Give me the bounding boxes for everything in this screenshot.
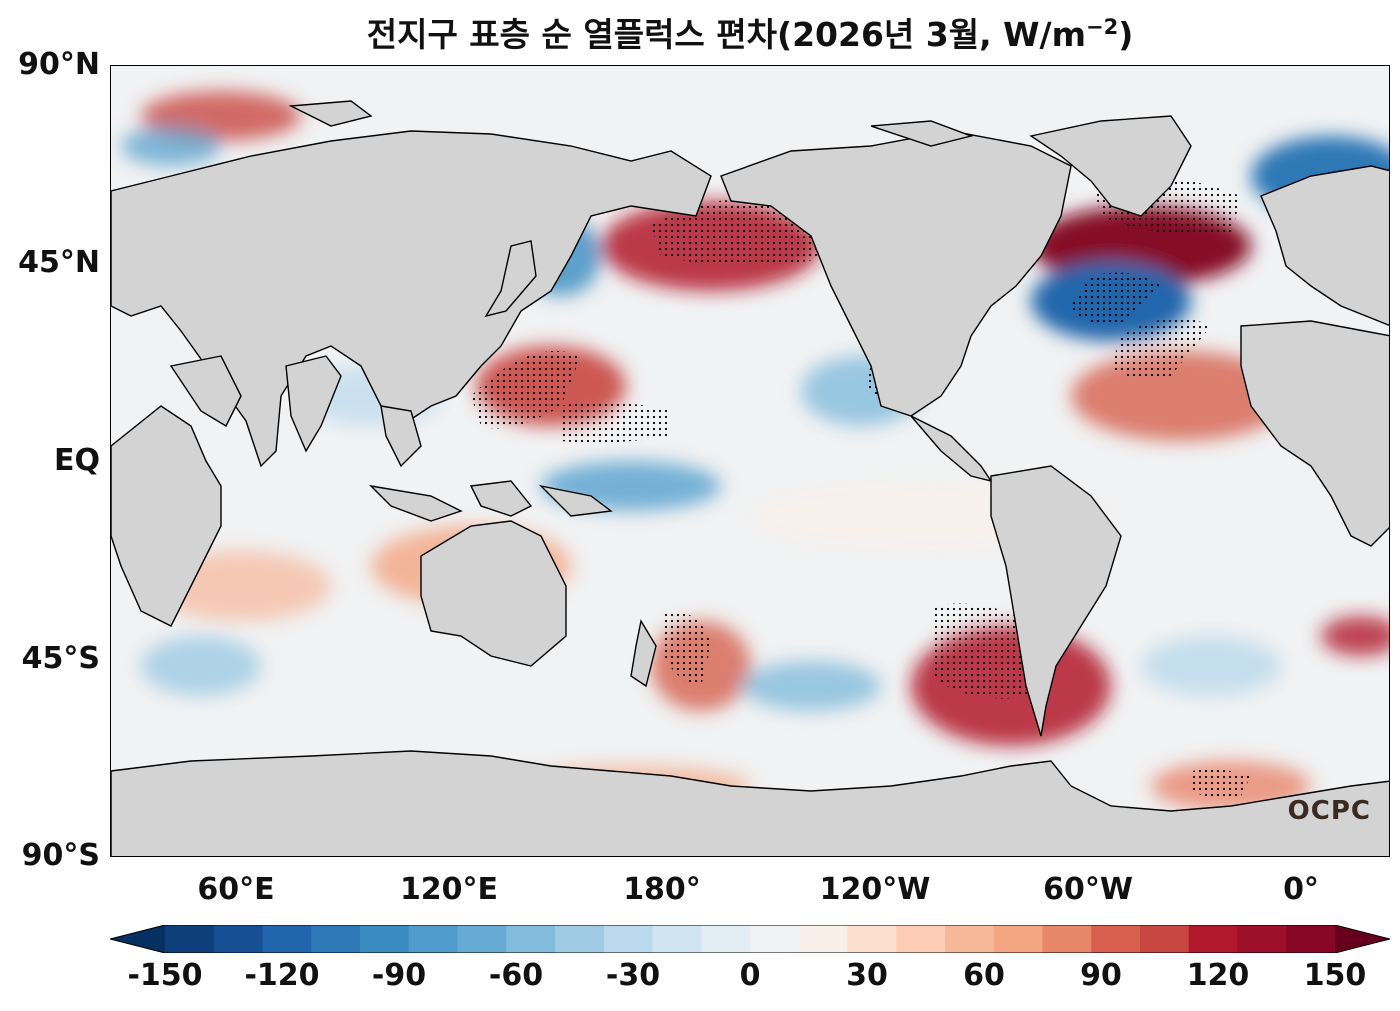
colorbar-segment [603, 925, 654, 953]
colorbar-segment [311, 925, 361, 953]
lon-label-0: 0° [1283, 872, 1319, 907]
colorbar-tick-label: -30 [605, 958, 661, 993]
colorbar-segment [360, 925, 410, 953]
lat-label-45s: 45°S [21, 641, 100, 676]
ocpc-logo: OCPC [1287, 796, 1371, 826]
colorbar-segment [847, 925, 897, 953]
colorbar-segment [555, 925, 605, 953]
colorbar-extend-max [1335, 925, 1390, 953]
lon-label-180: 180° [623, 872, 701, 907]
colorbar-segment [896, 925, 946, 953]
colorbar-tick-label: 120 [1186, 958, 1250, 993]
significance-stippling [471, 154, 1251, 798]
colorbar-segment [701, 925, 751, 953]
lon-label-60e: 60°E [197, 872, 275, 907]
colorbar-segment [993, 925, 1044, 953]
lon-label-60w: 60°W [1043, 872, 1133, 907]
colorbar-segment [798, 925, 849, 953]
colorbar-segment [1188, 925, 1239, 953]
colorbar-tick-label: -120 [244, 958, 320, 993]
lat-label-90s: 90°S [21, 838, 100, 873]
colorbar-segment [945, 925, 995, 953]
colorbar-segment [506, 925, 556, 953]
land-masses [111, 100, 1389, 856]
lat-label-eq: EQ [54, 443, 100, 478]
colorbar-tick-label: -90 [371, 958, 427, 993]
colorbar-tick-label: 150 [1303, 958, 1367, 993]
colorbar-tick-label: 90 [1080, 958, 1122, 993]
colorbar-segment [457, 925, 507, 953]
colorbar-tick-label: -60 [488, 958, 544, 993]
colorbar-extend-min [110, 925, 165, 953]
colorbar-segment [1091, 925, 1141, 953]
colorbar-segment [213, 925, 264, 953]
colorbar [110, 925, 1390, 953]
colorbar-tick-label: 60 [963, 958, 1005, 993]
lat-label-45n: 45°N [18, 245, 100, 280]
colorbar-segment [408, 925, 459, 953]
lon-label-120w: 120°W [819, 872, 931, 907]
colorbar-segment [652, 925, 702, 953]
colorbar-tick-label: 30 [846, 958, 888, 993]
colorbar-segment [750, 925, 800, 953]
colorbar-segment [165, 925, 215, 953]
lat-label-90n: 90°N [18, 47, 100, 82]
lon-label-120e: 120°E [399, 872, 499, 907]
flux-anomaly-map: OCPC [110, 65, 1390, 857]
chart-title: 전지구 표층 순 열플럭스 편차(2026년 3월, W/m−2) [366, 15, 1134, 54]
colorbar-segment [262, 925, 312, 953]
colorbar-tick-label: -150 [127, 958, 203, 993]
colorbar-tick-label: 0 [739, 958, 761, 993]
colorbar-segment [1140, 925, 1190, 953]
colorbar-segment [1237, 925, 1287, 953]
colorbar-segment [1042, 925, 1092, 953]
colorbar-segment [1286, 925, 1336, 953]
